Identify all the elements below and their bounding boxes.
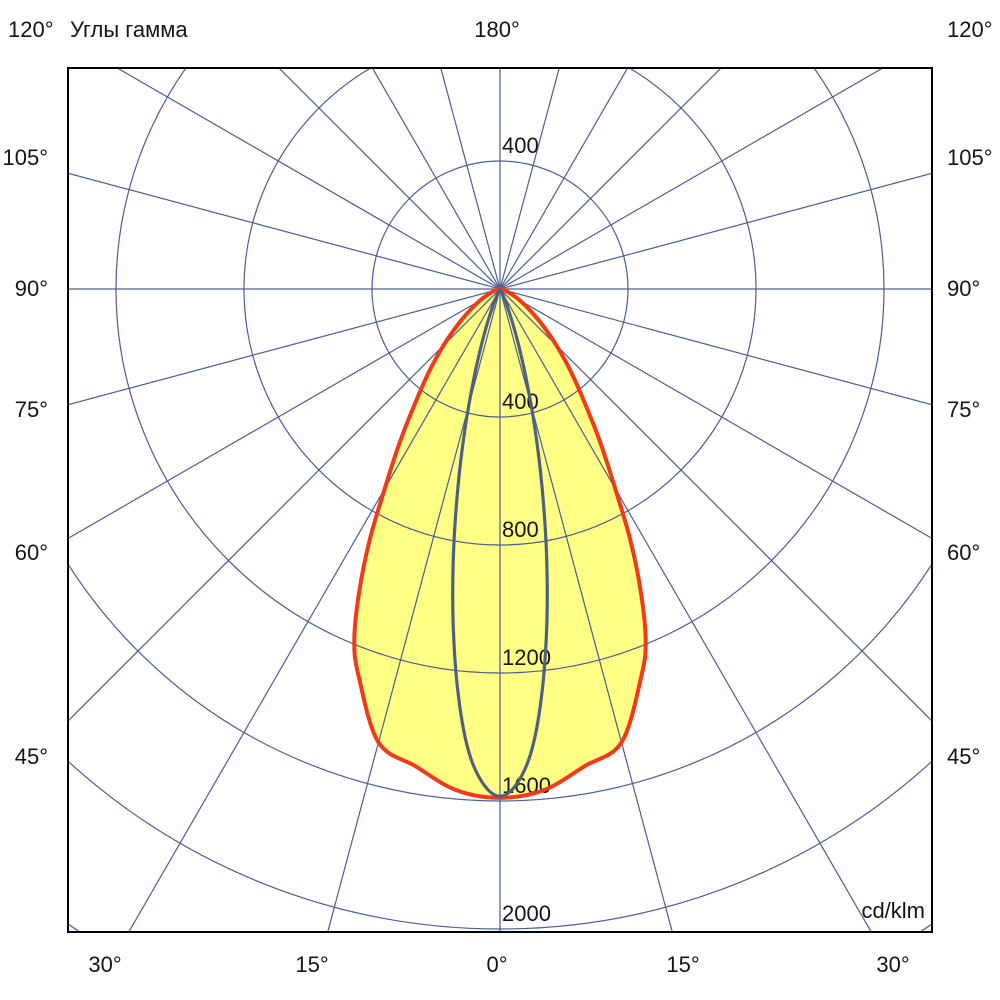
gamma-label-right: 75° [947, 397, 981, 422]
radial-tick-label: 800 [502, 517, 539, 542]
gamma-label-right: 105° [947, 145, 993, 170]
radial-tick-label: 400 [502, 133, 539, 158]
gamma-label-left: 75° [14, 397, 48, 422]
radial-tick-label: 2000 [502, 901, 551, 926]
gamma-label-left: 105° [2, 145, 48, 170]
narrow-beam-curve [451, 287, 549, 798]
gamma-label-right: 45° [947, 744, 981, 769]
gamma-label-left: 90° [14, 276, 48, 301]
gamma-label-right: 60° [947, 540, 981, 565]
gamma-label-bottom: 30° [88, 952, 122, 977]
gamma-label-bottom: 30° [876, 952, 910, 977]
units-label: cd/klm [861, 898, 925, 923]
gamma-label-left: 60° [14, 540, 48, 565]
gamma-label-top-right: 120° [947, 17, 993, 42]
gamma-label-top-left: 120° [8, 17, 54, 42]
gamma-label-bottom: 0° [486, 952, 508, 977]
plot-border [67, 67, 933, 933]
gamma-label-right: 90° [947, 276, 981, 301]
gamma-label-bottom: 15° [666, 952, 700, 977]
gamma-label-180: 180° [474, 17, 520, 42]
radial-tick-label: 1200 [502, 645, 551, 670]
gamma-label-bottom: 15° [295, 952, 329, 977]
page-title: Углы гамма [70, 17, 188, 42]
gamma-label-left: 45° [14, 744, 48, 769]
